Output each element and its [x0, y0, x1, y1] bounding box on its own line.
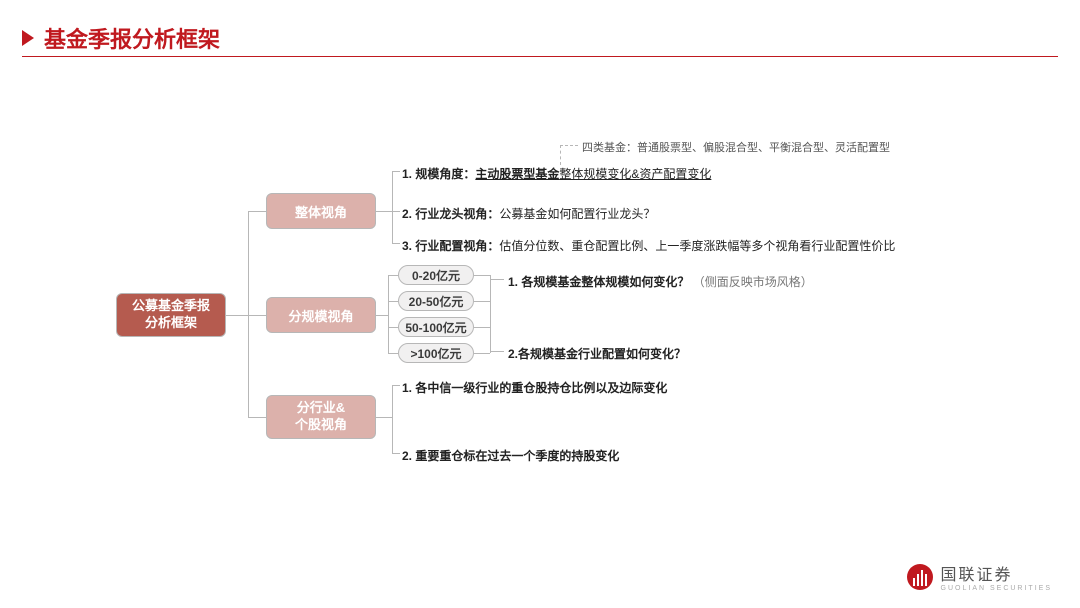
page-title: 基金季报分析框架 [44, 22, 220, 54]
connector [560, 145, 578, 146]
connector [474, 353, 490, 354]
diagram-canvas: 公募基金季报 分析框架 整体视角 分规模视角 分行业& 个股视角 0-20亿元 … [0, 65, 1080, 565]
chip-100plus: >100亿元 [398, 343, 474, 363]
connector [248, 417, 266, 418]
connector [490, 275, 491, 353]
footer-brand: 国联证券 GUOLIAN SECURITIES [907, 561, 1052, 592]
root-label-1: 公募基金季报 [132, 298, 210, 315]
connector [474, 275, 490, 276]
root-label-2: 分析框架 [132, 315, 210, 332]
b3-item-2: 2. 重要重仓标在过去一个季度的持股变化 [402, 447, 619, 464]
connector [392, 385, 400, 386]
header-rule [22, 56, 1058, 57]
connector [376, 417, 392, 418]
connector [248, 211, 249, 417]
chip-50-100: 50-100亿元 [398, 317, 474, 337]
brand-name: 国联证券 [941, 561, 1052, 585]
branch-node-scale: 分规模视角 [266, 297, 376, 333]
connector [388, 353, 398, 354]
connector [392, 453, 400, 454]
connector [226, 315, 248, 316]
b1-item-1: 1. 规模角度：主动股票型基金整体规模变化&资产配置变化 [402, 165, 711, 182]
branch-node-overall: 整体视角 [266, 193, 376, 229]
connector [474, 301, 490, 302]
header-triangle-icon [22, 30, 34, 46]
b1-item-2: 2. 行业龙头视角：公募基金如何配置行业龙头？ [402, 205, 655, 222]
b1-annotation: 四类基金：普通股票型、偏股混合型、平衡混合型、灵活配置型 [582, 139, 890, 155]
b1-item-3: 3. 行业配置视角：估值分位数、重仓配置比例、上一季度涨跌幅等多个视角看行业配置… [402, 237, 895, 254]
root-node: 公募基金季报 分析框架 [116, 293, 226, 337]
brand-logo-icon [907, 564, 933, 590]
connector [490, 279, 504, 280]
connector [388, 327, 398, 328]
connector [388, 275, 389, 353]
page-header: 基金季报分析框架 [0, 0, 1080, 62]
brand-subtitle: GUOLIAN SECURITIES [941, 585, 1052, 592]
b2-item-1: 1. 各规模基金整体规模如何变化？ （侧面反映市场风格） [508, 273, 813, 290]
connector [474, 327, 490, 328]
connector [248, 315, 266, 316]
connector [376, 315, 388, 316]
connector [392, 171, 393, 243]
chip-0-20: 0-20亿元 [398, 265, 474, 285]
connector [388, 301, 398, 302]
connector [392, 171, 400, 172]
connector [392, 211, 400, 212]
connector [392, 385, 393, 453]
connector [560, 145, 561, 165]
b2-item-2: 2.各规模基金行业配置如何变化？ [508, 345, 686, 362]
connector [376, 211, 392, 212]
connector [388, 275, 398, 276]
chip-20-50: 20-50亿元 [398, 291, 474, 311]
connector [392, 243, 400, 244]
b3-item-1: 1. 各中信一级行业的重仓股持仓比例以及边际变化 [402, 379, 667, 396]
connector [490, 351, 504, 352]
branch-node-industry: 分行业& 个股视角 [266, 395, 376, 439]
connector [248, 211, 266, 212]
